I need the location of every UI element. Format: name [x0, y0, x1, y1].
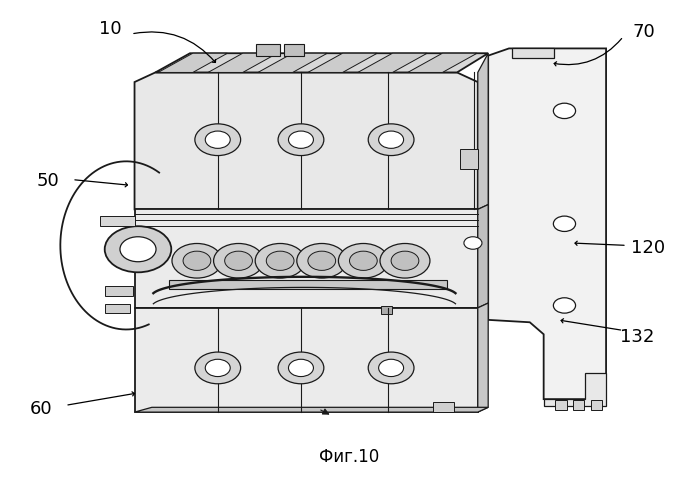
- Polygon shape: [134, 72, 478, 209]
- Text: 10: 10: [99, 20, 122, 38]
- Bar: [100, 216, 134, 226]
- Bar: [591, 399, 602, 410]
- Polygon shape: [155, 53, 488, 72]
- Circle shape: [554, 298, 575, 313]
- Circle shape: [255, 243, 305, 278]
- Circle shape: [266, 251, 294, 270]
- Polygon shape: [408, 53, 477, 72]
- Bar: [256, 44, 280, 55]
- Bar: [381, 306, 392, 314]
- Circle shape: [183, 251, 211, 270]
- Circle shape: [554, 216, 575, 231]
- Polygon shape: [208, 53, 278, 72]
- Text: 132: 132: [620, 328, 654, 346]
- Polygon shape: [258, 53, 327, 72]
- Circle shape: [308, 251, 336, 270]
- Circle shape: [289, 131, 313, 148]
- Polygon shape: [158, 53, 227, 72]
- Circle shape: [206, 359, 230, 377]
- Text: 120: 120: [630, 239, 665, 257]
- Polygon shape: [488, 49, 606, 399]
- Circle shape: [380, 243, 430, 278]
- Polygon shape: [478, 303, 488, 412]
- Circle shape: [172, 243, 222, 278]
- Circle shape: [206, 131, 230, 148]
- Circle shape: [391, 251, 419, 270]
- Polygon shape: [478, 205, 488, 308]
- Circle shape: [338, 243, 389, 278]
- Text: 70: 70: [633, 23, 656, 41]
- Polygon shape: [544, 373, 606, 406]
- Circle shape: [554, 103, 575, 119]
- Bar: [556, 399, 567, 410]
- Circle shape: [120, 237, 156, 262]
- Circle shape: [195, 352, 240, 384]
- Circle shape: [195, 124, 240, 156]
- Circle shape: [289, 359, 313, 377]
- Polygon shape: [308, 53, 377, 72]
- Bar: [461, 149, 478, 169]
- Polygon shape: [134, 407, 488, 412]
- Circle shape: [297, 243, 347, 278]
- Bar: [284, 44, 305, 55]
- Circle shape: [224, 251, 252, 270]
- Polygon shape: [134, 209, 478, 308]
- Circle shape: [278, 124, 324, 156]
- Circle shape: [368, 352, 414, 384]
- Bar: [433, 401, 454, 412]
- Circle shape: [105, 226, 171, 272]
- Circle shape: [368, 124, 414, 156]
- Bar: [572, 399, 584, 410]
- Circle shape: [278, 352, 324, 384]
- Circle shape: [350, 251, 377, 270]
- Bar: [512, 49, 554, 58]
- Circle shape: [214, 243, 264, 278]
- Text: 60: 60: [29, 400, 52, 418]
- Circle shape: [464, 237, 482, 249]
- Text: 50: 50: [36, 172, 59, 190]
- Bar: [169, 280, 447, 289]
- Polygon shape: [478, 53, 488, 209]
- Circle shape: [379, 131, 403, 148]
- Bar: [106, 304, 130, 312]
- Bar: [106, 286, 133, 296]
- Polygon shape: [134, 308, 478, 412]
- Polygon shape: [358, 53, 427, 72]
- Circle shape: [379, 359, 403, 377]
- Text: Фиг.10: Фиг.10: [319, 448, 380, 466]
